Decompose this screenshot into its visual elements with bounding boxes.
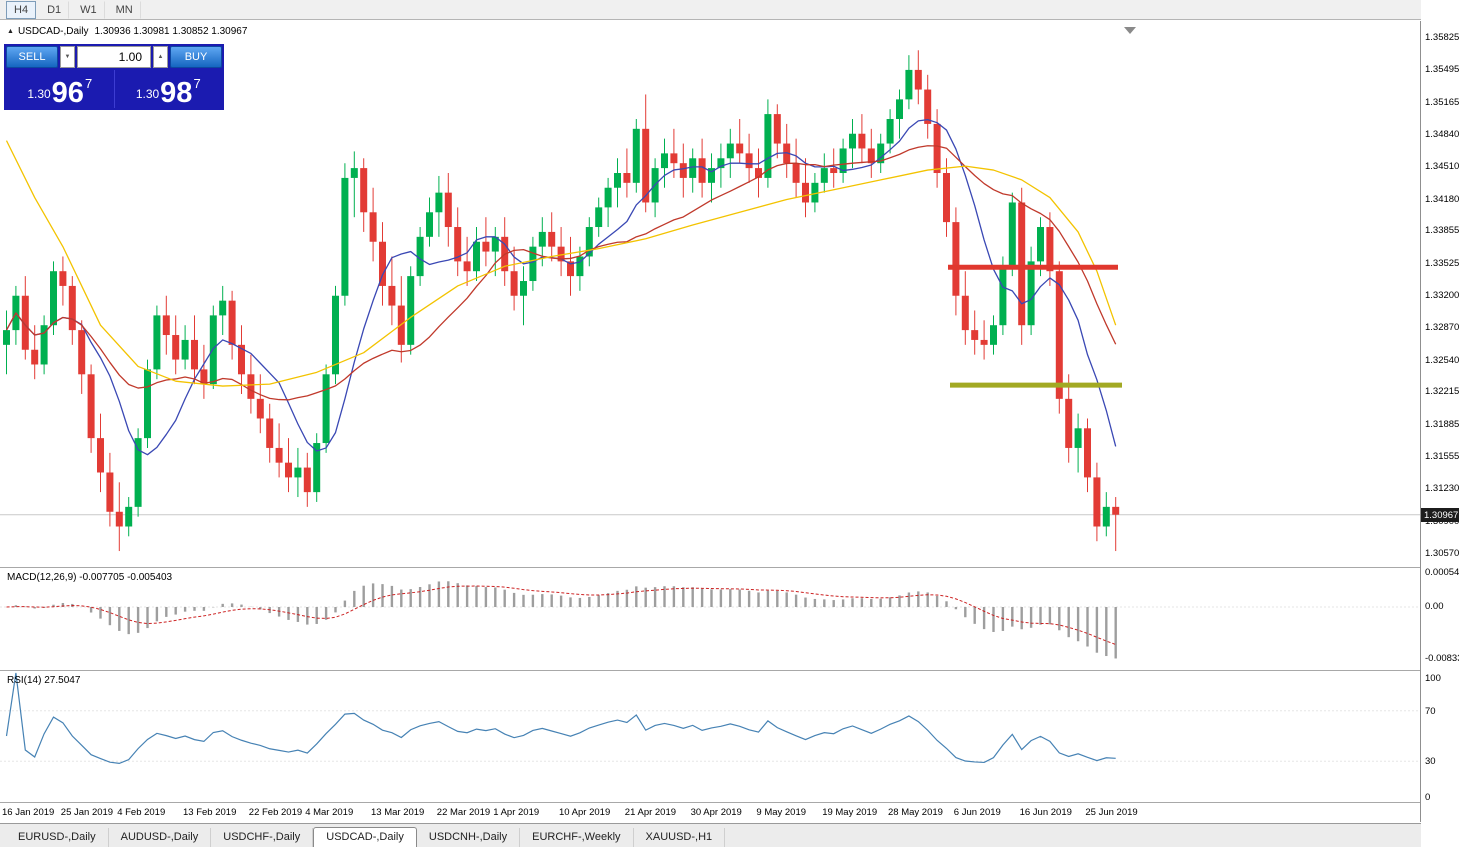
date-label: 13 Mar 2019 — [371, 807, 425, 818]
price-chart-canvas[interactable] — [0, 21, 1421, 567]
timeframe-button-h4[interactable]: H4 — [6, 0, 37, 19]
date-label: 21 Apr 2019 — [624, 807, 677, 818]
trade-controls-row: SELL ▼ 1.00 ▲ BUY — [6, 46, 222, 68]
axis-label: 0 — [1425, 792, 1431, 803]
date-label: 9 May 2019 — [756, 807, 807, 818]
timeframe-toolbar: H4 D1 W1 MN — [0, 0, 1459, 20]
price-axis[interactable]: 1.30967 1.35825 1.35495 1.35165 1.34840 1.34… — [1421, 0, 1459, 847]
buy-price-big: 98 — [160, 76, 193, 109]
volume-decrease-button[interactable]: ▼ — [60, 46, 75, 68]
axis-label: 1.35165 — [1425, 96, 1459, 108]
macd-header: MACD(12,26,9) -0.007705 -0.005403 — [7, 572, 173, 583]
chart-title: ▲ USDCAD-,Daily 1.30936 1.30981 1.30852 1.… — [7, 26, 247, 37]
buy-button[interactable]: BUY — [170, 46, 222, 68]
axis-label: 1.34180 — [1425, 193, 1459, 205]
chart-tab-bar: EURUSD-,Daily AUDUSD-,Daily USDCHF-,Daily U… — [0, 823, 1459, 847]
one-click-panel-toggle-icon[interactable]: ▲ — [7, 28, 14, 35]
date-label: 28 May 2019 — [888, 807, 943, 818]
macd-indicator-panel[interactable]: MACD(12,26,9) -0.007705 -0.005403 — [0, 568, 1421, 670]
date-label: 6 Jun 2019 — [953, 807, 1001, 818]
ma-fast — [5, 118, 1117, 456]
chart-tab-audusd-daily[interactable]: AUDUSD-,Daily — [109, 828, 212, 847]
ma-medium — [5, 145, 1117, 401]
buy-price-display[interactable]: 1.30 98 7 — [115, 70, 223, 108]
axis-label: 1.34510 — [1425, 161, 1459, 173]
axis-label: 1.32540 — [1425, 354, 1459, 366]
chart-tab-eurusd-daily[interactable]: EURUSD-,Daily — [6, 828, 109, 847]
axis-label: 1.32870 — [1425, 322, 1459, 334]
sell-price-pip: 7 — [84, 76, 93, 91]
panel-separator[interactable] — [0, 670, 1459, 671]
timeframe-button-mn[interactable]: MN — [108, 0, 141, 19]
axis-label: -0.008332 — [1425, 653, 1459, 664]
axis-label: 1.33200 — [1425, 289, 1459, 301]
date-label: 22 Feb 2019 — [248, 807, 303, 818]
date-label: 25 Jan 2019 — [60, 807, 114, 818]
buy-price-prefix: 1.30 — [135, 87, 160, 101]
axis-label: 1.35825 — [1425, 32, 1459, 43]
chart-shift-marker-icon — [1124, 27, 1136, 34]
triangle-down-icon: ▼ — [64, 54, 71, 60]
price-divider — [113, 70, 115, 108]
one-click-trading-panel: SELL ▼ 1.00 ▲ BUY 1.30 96 7 1.30 98 7 — [4, 44, 224, 110]
date-label: 25 Jun 2019 — [1085, 807, 1138, 818]
date-label: 16 Jan 2019 — [2, 807, 55, 818]
axis-label: 1.33525 — [1425, 257, 1459, 269]
date-label: 4 Feb 2019 — [117, 807, 166, 818]
chart-tab-eurchf-weekly[interactable]: EURCHF-,Weekly — [520, 828, 634, 847]
axis-label: 1.34840 — [1425, 128, 1459, 140]
panel-separator — [0, 802, 1459, 803]
date-label: 13 Feb 2019 — [183, 807, 237, 818]
timeframe-button-d1[interactable]: D1 — [39, 0, 70, 19]
timeframe-button-w1[interactable]: W1 — [72, 0, 105, 19]
chart-tab-usdcad-daily[interactable]: USDCAD-,Daily — [313, 827, 417, 847]
chart-tabs: EURUSD-,Daily AUDUSD-,Daily USDCHF-,Daily U… — [0, 824, 1459, 847]
volume-input[interactable]: 1.00 — [77, 46, 151, 68]
chart-tab-xauusd-h1[interactable]: XAUUSD-,H1 — [634, 828, 726, 847]
axis-label: 0.0005454 — [1425, 567, 1459, 578]
rsi-header: RSI(14) 27.5047 — [7, 675, 81, 686]
axis-label: 70 — [1425, 706, 1436, 717]
sell-price-big: 96 — [51, 76, 84, 109]
date-label: 19 May 2019 — [822, 807, 878, 818]
chart-symbol-period: USDCAD-,Daily — [17, 26, 89, 37]
panel-separator[interactable] — [0, 567, 1459, 568]
chart-tab-usdcnh-daily[interactable]: USDCNH-,Daily — [417, 828, 521, 847]
price-chart-panel[interactable]: ▲ USDCAD-,Daily 1.30936 1.30981 1.30852 1.… — [0, 21, 1421, 567]
sell-button[interactable]: SELL — [6, 46, 58, 68]
axis-label: 1.35495 — [1425, 64, 1459, 76]
date-label: 22 Mar 2019 — [436, 807, 491, 818]
date-label: 1 Apr 2019 — [493, 807, 540, 818]
axis-label: 1.31885 — [1425, 418, 1459, 430]
axis-label: 1.31555 — [1425, 451, 1459, 463]
volume-increase-button[interactable]: ▲ — [153, 46, 168, 68]
axis-label: 30 — [1425, 756, 1436, 767]
axis-label: 100 — [1425, 673, 1441, 684]
axis-label: 0.00 — [1425, 601, 1444, 612]
triangle-up-icon: ▲ — [157, 54, 164, 60]
timeframe-buttons: H4 D1 W1 MN — [6, 0, 144, 19]
chart-tab-usdchf-daily[interactable]: USDCHF-,Daily — [211, 828, 314, 847]
rsi-indicator-panel[interactable]: RSI(14) 27.5047 — [0, 671, 1421, 801]
axis-label: 1.33855 — [1425, 225, 1459, 237]
rsi-canvas[interactable] — [0, 671, 1421, 801]
date-label: 10 Apr 2019 — [559, 807, 611, 818]
trade-prices-row: 1.30 96 7 1.30 98 7 — [6, 70, 222, 108]
buy-price-pip: 7 — [193, 76, 201, 91]
date-label: 30 Apr 2019 — [690, 807, 742, 818]
date-label: 4 Mar 2019 — [305, 807, 354, 818]
ma-slow — [5, 140, 1117, 387]
axis-label: 1.32215 — [1425, 386, 1459, 398]
macd-canvas[interactable] — [0, 568, 1421, 670]
sell-price-prefix: 1.30 — [27, 87, 51, 101]
bid-price-tag: 1.30967 — [1421, 508, 1459, 522]
time-axis[interactable]: 16 Jan 2019 25 Jan 2019 4 Feb 2019 13 Feb 2… — [0, 803, 1421, 822]
chart-ohlc-values: 1.30936 1.30981 1.30852 1.30967 — [94, 26, 248, 37]
axis-label: 1.31230 — [1425, 483, 1459, 495]
sell-price-display[interactable]: 1.30 96 7 — [6, 70, 114, 108]
price-axis-border — [1420, 21, 1421, 822]
date-label: 16 Jun 2019 — [1019, 807, 1072, 818]
axis-label: 1.30570 — [1425, 547, 1459, 559]
